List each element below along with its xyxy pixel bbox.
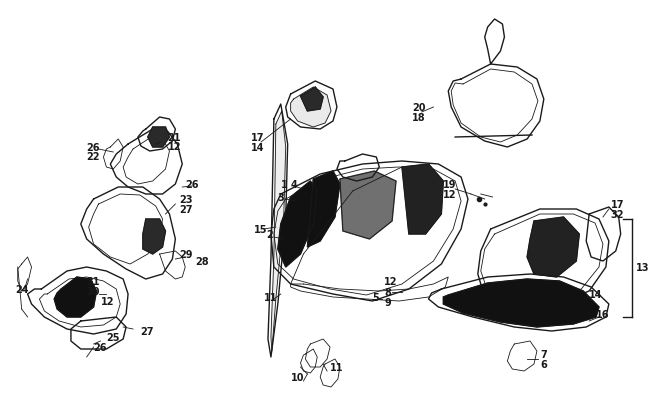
Text: 15: 15 [254, 224, 268, 234]
Text: 26: 26 [94, 342, 107, 352]
Text: 7: 7 [540, 349, 547, 359]
Text: 2: 2 [266, 230, 273, 239]
Polygon shape [278, 181, 317, 267]
Text: 10: 10 [291, 372, 304, 382]
Text: 28: 28 [195, 256, 209, 266]
Text: 12: 12 [384, 276, 398, 286]
Text: 5: 5 [372, 292, 379, 302]
Polygon shape [443, 279, 599, 327]
Text: 17: 17 [251, 133, 265, 143]
Text: 24: 24 [15, 284, 29, 294]
Text: 25: 25 [107, 332, 120, 342]
Text: 27: 27 [179, 205, 193, 215]
Text: 13: 13 [636, 262, 649, 272]
Text: 27: 27 [140, 326, 153, 336]
Text: 23: 23 [179, 194, 193, 205]
Text: 30: 30 [86, 286, 100, 296]
Text: 26: 26 [185, 179, 199, 190]
Text: 9: 9 [384, 297, 391, 307]
Text: 14: 14 [589, 289, 603, 299]
Text: 12: 12 [101, 296, 114, 306]
Text: 3: 3 [278, 192, 285, 202]
Text: 20: 20 [412, 103, 425, 113]
Polygon shape [143, 220, 166, 254]
Text: 1: 1 [281, 179, 287, 190]
Polygon shape [307, 172, 340, 247]
Text: 14: 14 [251, 143, 265, 153]
Text: 4: 4 [291, 179, 298, 190]
Text: 22: 22 [86, 151, 100, 162]
Text: 31: 31 [86, 276, 100, 286]
Text: 11: 11 [330, 362, 344, 372]
Polygon shape [340, 172, 396, 239]
Text: 17: 17 [611, 200, 624, 209]
Polygon shape [300, 88, 323, 112]
Polygon shape [54, 277, 97, 317]
Polygon shape [402, 164, 443, 234]
Text: 19: 19 [443, 179, 457, 190]
Text: 16: 16 [596, 309, 610, 319]
Polygon shape [527, 217, 579, 277]
Polygon shape [271, 112, 286, 351]
Text: 6: 6 [540, 359, 547, 369]
Text: 29: 29 [179, 249, 193, 259]
Text: 26: 26 [86, 143, 100, 153]
Text: 8: 8 [384, 287, 391, 297]
Text: 12: 12 [168, 142, 181, 151]
Polygon shape [291, 88, 331, 128]
Polygon shape [148, 128, 170, 148]
Text: 21: 21 [168, 133, 181, 143]
Text: 12: 12 [443, 190, 457, 200]
Text: 18: 18 [412, 113, 426, 123]
Text: 32: 32 [611, 209, 624, 220]
Text: 11: 11 [264, 292, 278, 302]
